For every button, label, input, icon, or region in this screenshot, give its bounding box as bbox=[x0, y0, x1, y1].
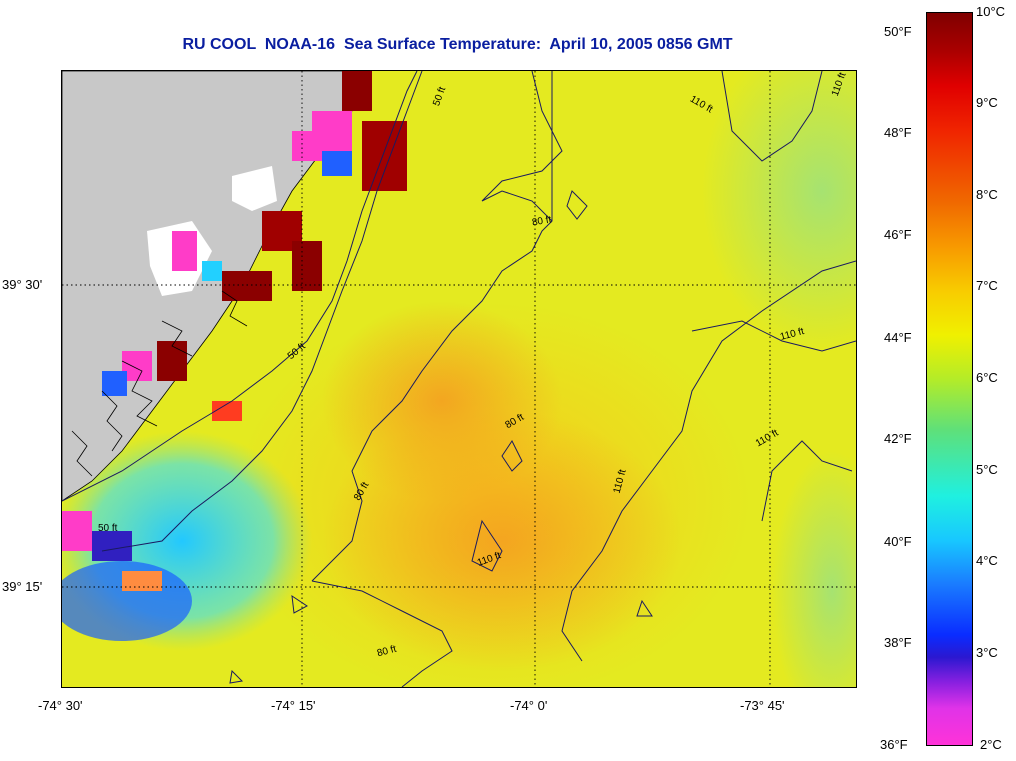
lon-label: -74° 30' bbox=[38, 698, 83, 713]
colorbar-label-f: 50°F bbox=[884, 24, 912, 39]
colorbar-label-f: 48°F bbox=[884, 125, 912, 140]
lon-label: -74° 0' bbox=[510, 698, 548, 713]
colorbar-label-c: 7°C bbox=[976, 278, 998, 293]
contour-label: 50 ft bbox=[98, 523, 118, 534]
colorbar-label-c: 6°C bbox=[976, 370, 998, 385]
colorbar-label-c: 9°C bbox=[976, 95, 998, 110]
bathymetry-contours bbox=[62, 71, 856, 687]
cool-water-east bbox=[702, 71, 856, 351]
lon-label: -74° 15' bbox=[271, 698, 316, 713]
coastline-detail bbox=[71, 290, 248, 477]
lat-label: 39° 15' bbox=[2, 579, 43, 594]
temperature-colorbar bbox=[926, 12, 973, 746]
colorbar-label-f: 38°F bbox=[884, 635, 912, 650]
colorbar-label-f: 36°F bbox=[880, 737, 908, 752]
colorbar-label-c: 4°C bbox=[976, 553, 998, 568]
graticule bbox=[62, 71, 856, 687]
sst-map-svg bbox=[62, 71, 856, 687]
colorbar-label-f: 46°F bbox=[884, 227, 912, 242]
colorbar-label-c: 2°C bbox=[980, 737, 1002, 752]
coastal-anomaly-pixels bbox=[62, 71, 407, 591]
colorbar-label-c: 3°C bbox=[976, 645, 998, 660]
sst-map[interactable]: 50 ft 50 ft 50 ft 80 ft 80 ft 80 ft 80 f… bbox=[61, 70, 857, 688]
warm-core-region-north bbox=[322, 301, 562, 501]
map-title: RU COOL NOAA-16 Sea Surface Temperature:… bbox=[182, 36, 733, 53]
lat-label: 39° 30' bbox=[2, 277, 43, 292]
cool-water-southeast bbox=[772, 451, 856, 687]
colorbar-label-f: 44°F bbox=[884, 330, 912, 345]
lon-label: -73° 45' bbox=[740, 698, 785, 713]
colorbar-label-c: 8°C bbox=[976, 187, 998, 202]
cloud-patch bbox=[232, 166, 277, 211]
colorbar-label-f: 42°F bbox=[884, 431, 912, 446]
colorbar-label-f: 40°F bbox=[884, 534, 912, 549]
colorbar-label-c: 5°C bbox=[976, 462, 998, 477]
colorbar-label-c: 10°C bbox=[976, 4, 1006, 19]
